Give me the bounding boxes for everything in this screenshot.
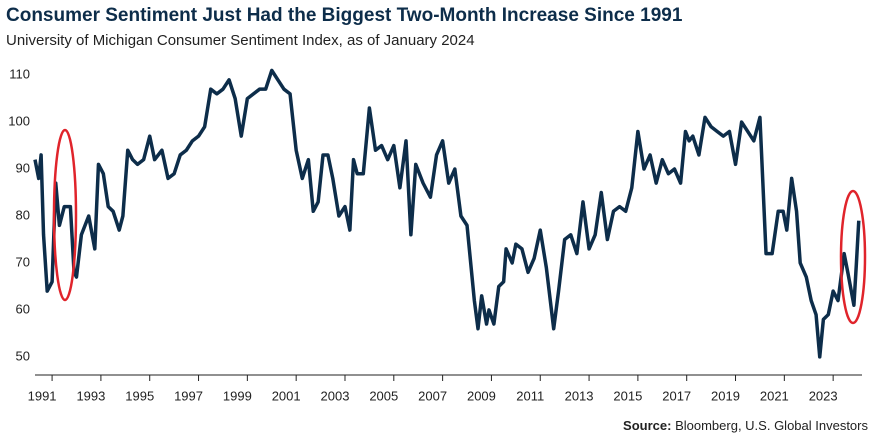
x-tick-label: 2005 <box>369 388 398 403</box>
chart-title: Consumer Sentiment Just Had the Biggest … <box>6 5 683 26</box>
y-tick-label: 110 <box>9 67 30 82</box>
x-tick-label: 2001 <box>272 388 301 403</box>
highlight-ellipse <box>52 128 78 302</box>
source-label: Source: <box>623 418 671 433</box>
y-tick-label: 80 <box>16 207 30 222</box>
x-tick-label: 1993 <box>76 388 105 403</box>
x-tick-label: 2019 <box>711 388 740 403</box>
x-tick-label: 1995 <box>125 388 154 403</box>
x-tick-label: 2021 <box>760 388 789 403</box>
x-tick-label: 1999 <box>223 388 252 403</box>
x-tick-label: 1991 <box>28 388 57 403</box>
x-tick-label: 2003 <box>321 388 350 403</box>
y-tick-label: 50 <box>16 348 30 363</box>
x-tick-label: 2007 <box>418 388 447 403</box>
y-tick-label: 60 <box>16 301 30 316</box>
data-line <box>33 68 861 359</box>
x-tick-label: 2013 <box>565 388 594 403</box>
source-note: Source: Bloomberg, U.S. Global Investors <box>623 418 868 433</box>
x-tick-label: 2017 <box>662 388 691 403</box>
x-tick-label: 2011 <box>516 388 544 403</box>
y-tick-label: 100 <box>8 113 30 128</box>
x-tick-label: 2023 <box>809 388 838 403</box>
plot-area: 50 60 70 80 90 100 110 1991 1993 1995 1997 1999 2001… <box>8 67 861 403</box>
source-text: Bloomberg, U.S. Global Investors <box>675 418 868 433</box>
x-tick-label: 1997 <box>174 388 203 403</box>
x-tick-label: 2009 <box>467 388 496 403</box>
y-tick-label: 70 <box>16 254 30 269</box>
y-tick-label: 90 <box>16 160 30 175</box>
chart-subtitle: University of Michigan Consumer Sentimen… <box>6 32 475 49</box>
highlight-ellipse <box>839 189 867 325</box>
x-tick-label: 2015 <box>613 388 642 403</box>
